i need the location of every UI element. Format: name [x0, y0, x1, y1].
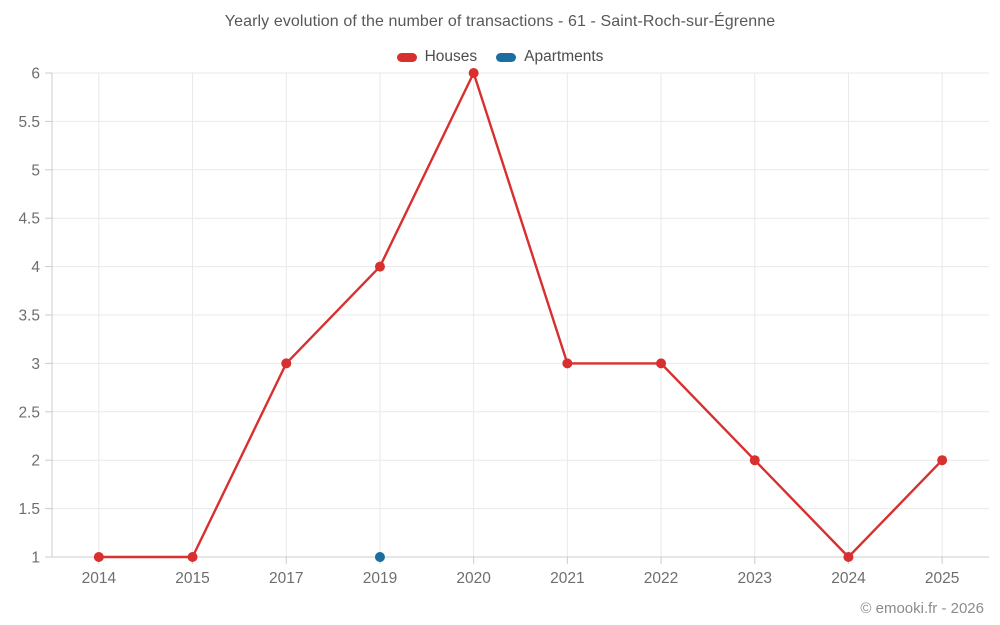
- houses-legend-marker-icon: [396, 52, 417, 62]
- x-tick-label: 2019: [363, 570, 397, 587]
- houses-data-point[interactable]: [843, 552, 854, 562]
- houses-data-point[interactable]: [562, 358, 573, 369]
- houses-data-point[interactable]: [937, 455, 948, 466]
- houses-data-point[interactable]: [93, 552, 104, 562]
- apartments-data-point[interactable]: [374, 552, 385, 562]
- y-tick-label: 2: [31, 453, 40, 470]
- houses-data-point[interactable]: [656, 358, 667, 369]
- chart-legend: Houses Apartments: [0, 48, 1000, 66]
- houses-data-point[interactable]: [281, 358, 292, 369]
- y-tick-label: 3.5: [18, 308, 40, 325]
- apartments-legend-marker-icon: [496, 52, 517, 62]
- houses-data-point[interactable]: [374, 261, 385, 272]
- x-tick-label: 2021: [550, 570, 584, 587]
- y-tick-label: 1.5: [18, 501, 40, 518]
- x-tick-label: 2025: [925, 570, 959, 587]
- y-tick-label: 5: [31, 162, 40, 179]
- x-tick-label: 2014: [82, 570, 117, 587]
- y-tick-label: 3: [31, 356, 40, 373]
- copyright-watermark: © emooki.fr - 2026: [860, 600, 984, 617]
- houses-data-point[interactable]: [187, 552, 198, 562]
- y-tick-label: 1: [31, 550, 40, 567]
- x-tick-label: 2015: [175, 570, 209, 587]
- x-tick-label: 2024: [831, 570, 866, 587]
- x-tick-label: 2023: [738, 570, 772, 587]
- legend-label-houses: Houses: [424, 48, 478, 65]
- legend-label-apartments: Apartments: [524, 48, 604, 65]
- legend-item-apartments[interactable]: Apartments: [496, 48, 603, 66]
- chart-title: Yearly evolution of the number of transa…: [224, 13, 776, 30]
- x-tick-label: 2022: [644, 570, 678, 587]
- houses-data-point[interactable]: [468, 68, 479, 78]
- houses-line: [97, 71, 944, 559]
- y-tick-label: 4: [31, 259, 40, 276]
- y-tick-label: 4.5: [18, 211, 40, 228]
- x-tick-label: 2017: [269, 570, 303, 587]
- y-tick-label: 2.5: [18, 404, 40, 421]
- x-tick-label: 2020: [456, 570, 491, 587]
- y-tick-label: 5.5: [18, 114, 40, 131]
- legend-item-houses[interactable]: Houses: [396, 48, 478, 66]
- y-tick-label: 6: [31, 66, 40, 83]
- houses-data-point[interactable]: [749, 455, 760, 466]
